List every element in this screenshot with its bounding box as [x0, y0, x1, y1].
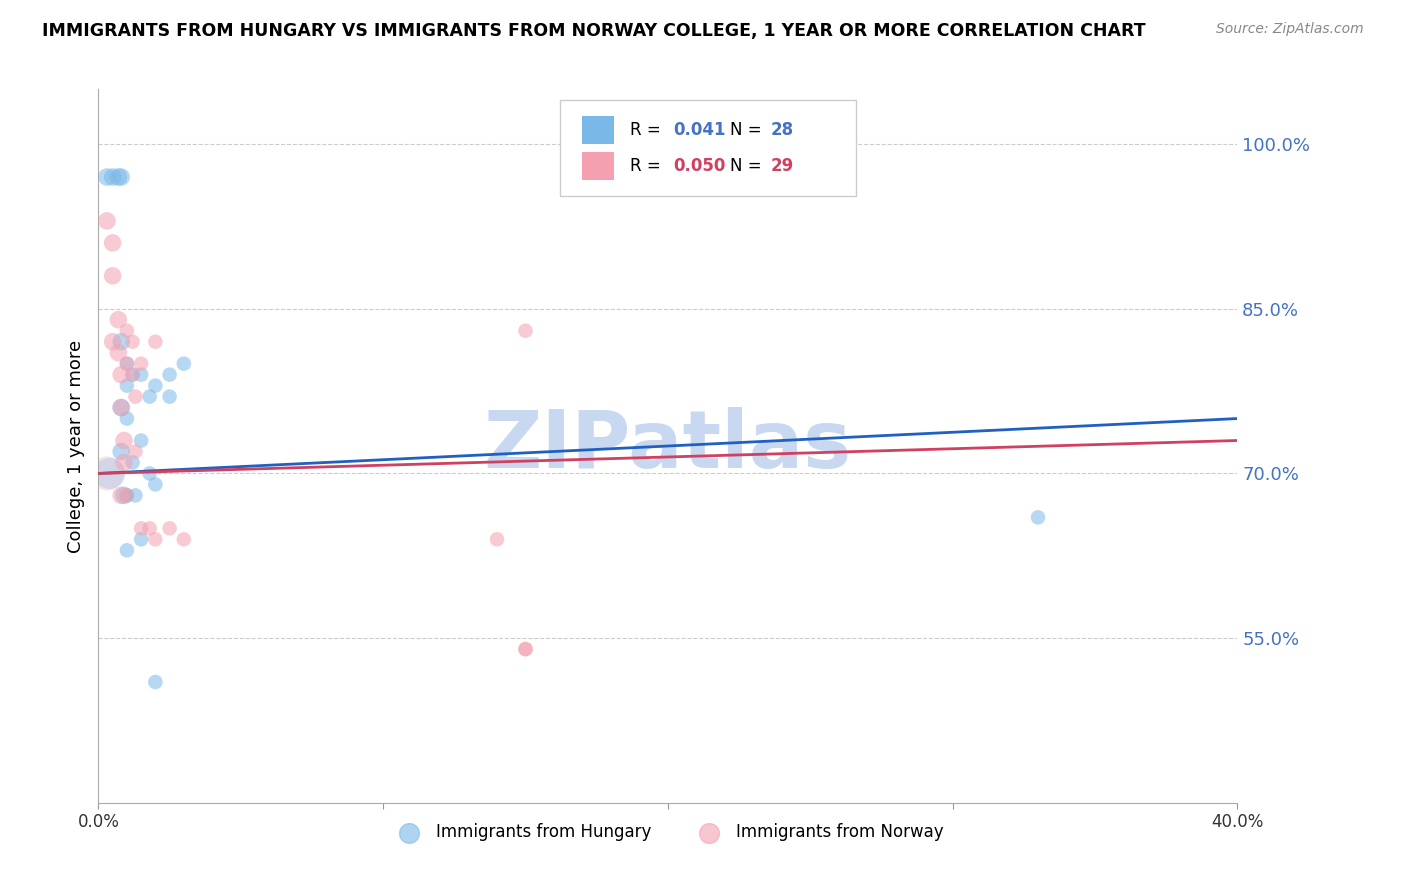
- Point: [110, 401, 132, 415]
- Point: [110, 169, 132, 184]
- Point: [486, 533, 509, 547]
- Text: 0.050: 0.050: [673, 157, 725, 175]
- Point: [515, 642, 537, 657]
- Point: [115, 488, 138, 502]
- Text: 28: 28: [770, 121, 793, 139]
- Point: [124, 488, 146, 502]
- Point: [110, 368, 132, 382]
- Text: R =: R =: [630, 157, 666, 175]
- Text: ZIPatlas: ZIPatlas: [484, 407, 852, 485]
- Point: [129, 434, 152, 448]
- Point: [129, 357, 152, 371]
- Point: [112, 434, 135, 448]
- Y-axis label: College, 1 year or more: College, 1 year or more: [66, 340, 84, 552]
- Point: [101, 268, 124, 283]
- Point: [115, 357, 138, 371]
- Point: [121, 368, 143, 382]
- Text: IMMIGRANTS FROM HUNGARY VS IMMIGRANTS FROM NORWAY COLLEGE, 1 YEAR OR MORE CORREL: IMMIGRANTS FROM HUNGARY VS IMMIGRANTS FR…: [42, 22, 1146, 40]
- Point: [101, 334, 124, 349]
- Point: [129, 521, 152, 535]
- Text: N =: N =: [731, 121, 768, 139]
- Point: [124, 444, 146, 458]
- Point: [515, 324, 537, 338]
- Point: [115, 324, 138, 338]
- Point: [101, 169, 124, 184]
- Point: [110, 401, 132, 415]
- Point: [145, 477, 167, 491]
- Point: [107, 345, 129, 359]
- Point: [145, 533, 167, 547]
- Point: [110, 444, 132, 458]
- Point: [159, 390, 181, 404]
- Text: 0.041: 0.041: [673, 121, 725, 139]
- Point: [96, 214, 118, 228]
- Point: [129, 533, 152, 547]
- Point: [98, 467, 121, 481]
- Point: [145, 378, 167, 392]
- Point: [129, 368, 152, 382]
- Point: [121, 455, 143, 469]
- FancyBboxPatch shape: [560, 100, 856, 196]
- Point: [115, 543, 138, 558]
- Point: [138, 390, 160, 404]
- Point: [515, 642, 537, 657]
- Point: [138, 467, 160, 481]
- Point: [110, 334, 132, 349]
- Text: Source: ZipAtlas.com: Source: ZipAtlas.com: [1216, 22, 1364, 37]
- Point: [101, 235, 124, 250]
- Point: [173, 357, 195, 371]
- Point: [159, 368, 181, 382]
- Point: [112, 455, 135, 469]
- Point: [96, 169, 118, 184]
- Text: 29: 29: [770, 157, 793, 175]
- Point: [121, 334, 143, 349]
- Point: [115, 488, 138, 502]
- Point: [159, 521, 181, 535]
- FancyBboxPatch shape: [582, 116, 614, 145]
- FancyBboxPatch shape: [582, 152, 614, 180]
- Point: [115, 411, 138, 425]
- Point: [173, 533, 195, 547]
- Point: [107, 169, 129, 184]
- Point: [110, 488, 132, 502]
- Point: [115, 357, 138, 371]
- Point: [1026, 510, 1049, 524]
- Point: [145, 675, 167, 690]
- Point: [124, 390, 146, 404]
- Text: N =: N =: [731, 157, 768, 175]
- Point: [115, 378, 138, 392]
- Point: [121, 368, 143, 382]
- Point: [138, 521, 160, 535]
- Point: [145, 334, 167, 349]
- Point: [96, 467, 118, 481]
- Text: R =: R =: [630, 121, 666, 139]
- Legend: Immigrants from Hungary, Immigrants from Norway: Immigrants from Hungary, Immigrants from…: [385, 817, 950, 848]
- Point: [107, 312, 129, 326]
- Point: [112, 488, 135, 502]
